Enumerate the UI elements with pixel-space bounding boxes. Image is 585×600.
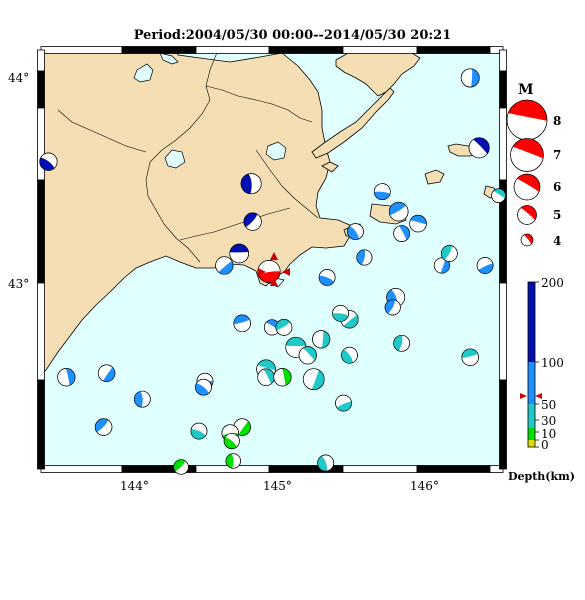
event-mechanism[interactable] bbox=[393, 334, 411, 352]
event-mechanism[interactable] bbox=[461, 348, 479, 366]
event-mechanism[interactable] bbox=[215, 256, 234, 275]
depth-tick-10: 10 bbox=[541, 427, 556, 441]
event-mechanism[interactable] bbox=[317, 454, 335, 472]
mag-label-5: 5 bbox=[553, 208, 561, 222]
event-mechanism[interactable] bbox=[433, 257, 450, 274]
x-tick-144: 144° bbox=[120, 479, 149, 493]
magnitude-legend-ball bbox=[506, 99, 548, 141]
event-mechanism[interactable] bbox=[347, 223, 364, 240]
mag-label-6: 6 bbox=[553, 180, 561, 194]
magnitude-legend bbox=[506, 99, 548, 247]
map-title: Period:2004/05/30 00:00--2014/05/30 20:2… bbox=[133, 28, 452, 43]
event-mechanism[interactable] bbox=[229, 243, 249, 264]
x-tick-146: 146° bbox=[410, 479, 439, 493]
depth-scale-label: Depth(km) bbox=[508, 470, 575, 483]
depth-tick-100: 100 bbox=[541, 356, 564, 370]
event-mechanism[interactable] bbox=[388, 201, 409, 222]
event-mechanism[interactable] bbox=[173, 459, 189, 475]
event-mechanism[interactable] bbox=[195, 378, 212, 396]
magnitude-legend-ball bbox=[513, 173, 541, 201]
event-mechanism[interactable] bbox=[273, 368, 292, 387]
y-tick-43: 43° bbox=[8, 277, 29, 291]
event-mechanism[interactable] bbox=[384, 299, 401, 316]
depth-colorbar bbox=[520, 281, 542, 448]
map-frame bbox=[37, 46, 507, 473]
event-mechanism[interactable] bbox=[298, 346, 317, 365]
event-mechanism[interactable] bbox=[312, 330, 331, 349]
event-marker-arrows bbox=[258, 252, 290, 286]
event-mechanism[interactable] bbox=[223, 433, 240, 450]
lakes bbox=[133, 52, 287, 288]
x-tick-145: 145° bbox=[263, 479, 292, 493]
depth-tick-0: 0 bbox=[541, 438, 549, 452]
magnitude-legend-ball bbox=[520, 233, 534, 247]
admin-boundaries bbox=[57, 49, 319, 263]
event-layer bbox=[39, 68, 506, 475]
event-mechanism[interactable] bbox=[341, 346, 358, 364]
mag-label-8: 8 bbox=[553, 114, 561, 128]
event-mechanism[interactable] bbox=[57, 368, 76, 387]
event-mechanism[interactable] bbox=[275, 318, 293, 336]
event-mechanism[interactable] bbox=[225, 453, 241, 469]
event-mechanism[interactable] bbox=[243, 212, 262, 231]
event-mechanism[interactable] bbox=[440, 245, 458, 262]
event-mechanism[interactable] bbox=[240, 173, 262, 195]
mag-label-4: 4 bbox=[553, 234, 561, 248]
event-mechanism[interactable] bbox=[302, 368, 325, 391]
event-mechanism[interactable] bbox=[39, 152, 58, 171]
event-mechanism[interactable] bbox=[133, 390, 151, 408]
event-mechanism[interactable] bbox=[97, 364, 116, 382]
event-mechanism[interactable] bbox=[393, 225, 411, 242]
event-mechanism[interactable] bbox=[233, 314, 251, 333]
depth-tick-50: 50 bbox=[541, 398, 556, 412]
y-tick-44: 44° bbox=[8, 71, 29, 85]
event-mechanism[interactable] bbox=[335, 394, 352, 412]
event-mechanism[interactable] bbox=[409, 214, 427, 233]
event-mechanism[interactable] bbox=[94, 418, 113, 436]
event-mechanism[interactable] bbox=[373, 183, 391, 201]
event-mechanism[interactable] bbox=[257, 368, 275, 386]
event-mechanism[interactable] bbox=[476, 257, 494, 274]
event-mechanism[interactable] bbox=[491, 188, 506, 203]
event-mechanism[interactable] bbox=[468, 137, 490, 159]
event-mechanism[interactable] bbox=[356, 249, 373, 266]
magnitude-legend-ball bbox=[517, 205, 537, 225]
magnitude-legend-ball bbox=[510, 138, 544, 172]
depth-tick-200: 200 bbox=[541, 276, 564, 290]
depth-tick-30: 30 bbox=[541, 414, 556, 428]
event-mechanism[interactable] bbox=[332, 305, 349, 322]
magnitude-legend-heading: M bbox=[518, 82, 534, 98]
event-mechanism[interactable] bbox=[190, 422, 208, 440]
event-mechanism[interactable] bbox=[460, 68, 480, 88]
mag-label-7: 7 bbox=[553, 148, 561, 162]
event-mechanism[interactable] bbox=[318, 269, 336, 286]
